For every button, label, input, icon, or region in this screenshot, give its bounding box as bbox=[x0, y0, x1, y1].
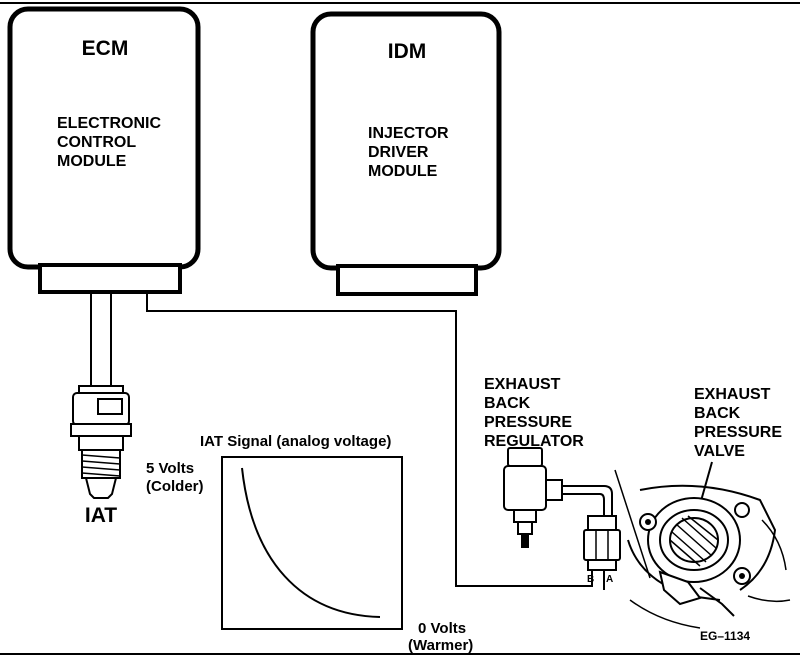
valve-label-line-4: VALVE bbox=[694, 443, 745, 460]
iat-sensor: IAT bbox=[70, 385, 132, 527]
pin-a-label: A bbox=[606, 574, 613, 585]
iat-wire-harness bbox=[90, 292, 112, 388]
regulator-label: EXHAUST BACK PRESSURE REGULATOR bbox=[484, 376, 584, 450]
iat-signal-graph: IAT Signal (analog voltage) 5 Volts (Col… bbox=[146, 433, 473, 654]
iat-label: IAT bbox=[85, 504, 117, 527]
valve-label-line-1: EXHAUST bbox=[694, 386, 771, 403]
iat-graph-top-label-2: (Colder) bbox=[146, 478, 204, 495]
ebp-signal-wire bbox=[146, 292, 593, 587]
valve-label-line-2: BACK bbox=[694, 405, 741, 422]
regulator-label-line-2: BACK bbox=[484, 395, 531, 412]
idm-abbr: IDM bbox=[388, 40, 427, 63]
regulator-solenoid bbox=[503, 447, 651, 579]
iat-graph-title: IAT Signal (analog voltage) bbox=[200, 433, 391, 450]
iat-graph-top-label-1: 5 Volts bbox=[146, 460, 194, 477]
valve-label-line-3: PRESSURE bbox=[694, 424, 782, 441]
iat-graph-bottom-label-1: 0 Volts bbox=[418, 620, 466, 637]
exhaust-valve-assembly bbox=[627, 484, 791, 629]
regulator-label-line-1: EXHAUST bbox=[484, 376, 561, 393]
regulator-label-line-3: PRESSURE bbox=[484, 414, 572, 431]
ecm-name-line-3: MODULE bbox=[57, 153, 127, 170]
idm-module: IDM INJECTOR DRIVER MODULE bbox=[310, 11, 502, 296]
regulator-label-line-4: REGULATOR bbox=[484, 433, 584, 450]
valve-label: EXHAUST BACK PRESSURE VALVE bbox=[694, 386, 782, 460]
ecm-name-line-2: CONTROL bbox=[57, 134, 136, 151]
ecm-abbr: ECM bbox=[82, 37, 129, 60]
iat-voltage-curve bbox=[241, 467, 381, 618]
idm-name-line-1: INJECTOR bbox=[368, 125, 449, 142]
idm-name-line-3: MODULE bbox=[368, 163, 438, 180]
ecm-name-line-1: ELECTRONIC bbox=[57, 115, 161, 132]
ecm-module: ECM ELECTRONIC CONTROL MODULE bbox=[7, 6, 201, 294]
iat-graph-bottom-label-2: (Warmer) bbox=[408, 637, 473, 654]
pin-b-label: B bbox=[587, 574, 594, 585]
idm-name-line-2: DRIVER bbox=[368, 144, 429, 161]
regulator-connector: B A bbox=[583, 515, 621, 590]
figure-code: EG–1134 bbox=[700, 629, 750, 643]
